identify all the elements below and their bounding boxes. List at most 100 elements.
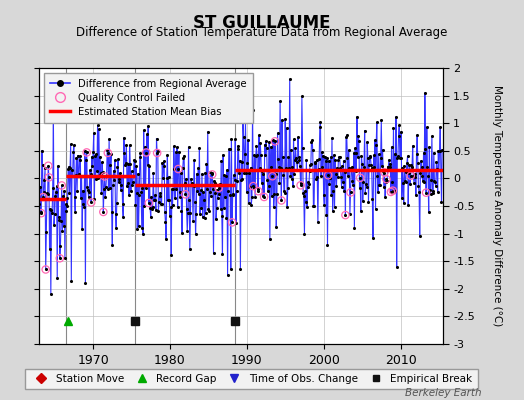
Point: [424, 208, 433, 215]
Point: [220, 172, 228, 178]
Point: [56, 255, 64, 262]
Point: [422, 124, 431, 131]
Point: [396, 154, 404, 161]
Point: [164, 197, 172, 203]
Point: [80, 203, 89, 210]
Point: [380, 169, 389, 176]
Point: [70, 142, 78, 148]
Point: [179, 165, 187, 172]
Point: [130, 157, 138, 163]
Point: [420, 179, 429, 185]
Point: [214, 185, 223, 191]
Point: [129, 173, 138, 179]
Point: [72, 172, 80, 178]
Point: [389, 124, 398, 131]
Point: [209, 250, 217, 256]
Point: [58, 182, 66, 189]
Point: [356, 175, 364, 181]
Point: [219, 251, 227, 258]
Point: [168, 202, 177, 208]
Point: [82, 149, 91, 156]
Point: [138, 225, 146, 231]
Point: [113, 200, 121, 206]
Point: [378, 162, 386, 169]
Point: [214, 195, 222, 201]
Point: [377, 117, 386, 124]
Point: [298, 93, 306, 100]
Point: [324, 158, 333, 164]
Point: [421, 90, 429, 96]
Point: [84, 194, 93, 200]
Point: [245, 200, 253, 206]
Point: [321, 154, 329, 161]
Point: [358, 160, 366, 167]
Point: [86, 171, 95, 178]
Point: [40, 177, 49, 184]
Point: [352, 150, 360, 156]
Point: [416, 170, 424, 176]
Point: [234, 146, 243, 152]
Point: [280, 188, 288, 194]
Point: [436, 124, 444, 130]
Point: [104, 150, 112, 156]
Point: [92, 176, 100, 182]
Point: [140, 202, 148, 209]
Point: [106, 162, 115, 168]
Point: [392, 114, 400, 120]
Point: [198, 171, 206, 177]
Point: [145, 162, 154, 169]
Point: [372, 142, 380, 148]
Point: [37, 210, 46, 216]
Point: [55, 217, 63, 223]
Point: [62, 208, 70, 214]
Point: [104, 186, 113, 192]
Point: [101, 173, 109, 180]
Point: [231, 136, 239, 143]
Point: [251, 194, 259, 200]
Point: [69, 173, 77, 179]
Point: [156, 190, 165, 196]
Point: [165, 197, 173, 204]
Point: [95, 126, 103, 132]
Point: [44, 162, 52, 169]
Point: [190, 157, 199, 163]
Point: [101, 173, 109, 180]
Point: [70, 194, 79, 200]
Point: [343, 155, 352, 161]
Point: [158, 160, 167, 166]
Point: [155, 199, 163, 205]
Point: [294, 134, 302, 140]
Point: [318, 164, 326, 170]
Point: [279, 171, 288, 178]
Point: [157, 201, 166, 208]
Point: [177, 207, 185, 214]
Point: [200, 215, 209, 222]
Point: [81, 148, 89, 154]
Point: [151, 192, 159, 198]
Point: [386, 164, 394, 170]
Point: [98, 159, 106, 165]
Point: [219, 152, 227, 158]
Point: [248, 194, 256, 200]
Point: [255, 165, 264, 171]
Point: [78, 173, 86, 179]
Point: [429, 188, 438, 194]
Point: [76, 153, 84, 159]
Point: [315, 124, 324, 130]
Point: [308, 137, 316, 144]
Point: [390, 151, 399, 157]
Point: [315, 156, 323, 162]
Point: [364, 199, 373, 206]
Point: [423, 163, 432, 170]
Point: [234, 143, 242, 149]
Point: [61, 201, 70, 208]
Point: [291, 145, 300, 152]
Point: [171, 149, 180, 155]
Point: [47, 291, 55, 298]
Point: [133, 190, 141, 196]
Point: [329, 208, 337, 214]
Point: [256, 140, 265, 146]
Point: [109, 182, 117, 188]
Point: [116, 170, 124, 176]
Point: [44, 162, 52, 169]
